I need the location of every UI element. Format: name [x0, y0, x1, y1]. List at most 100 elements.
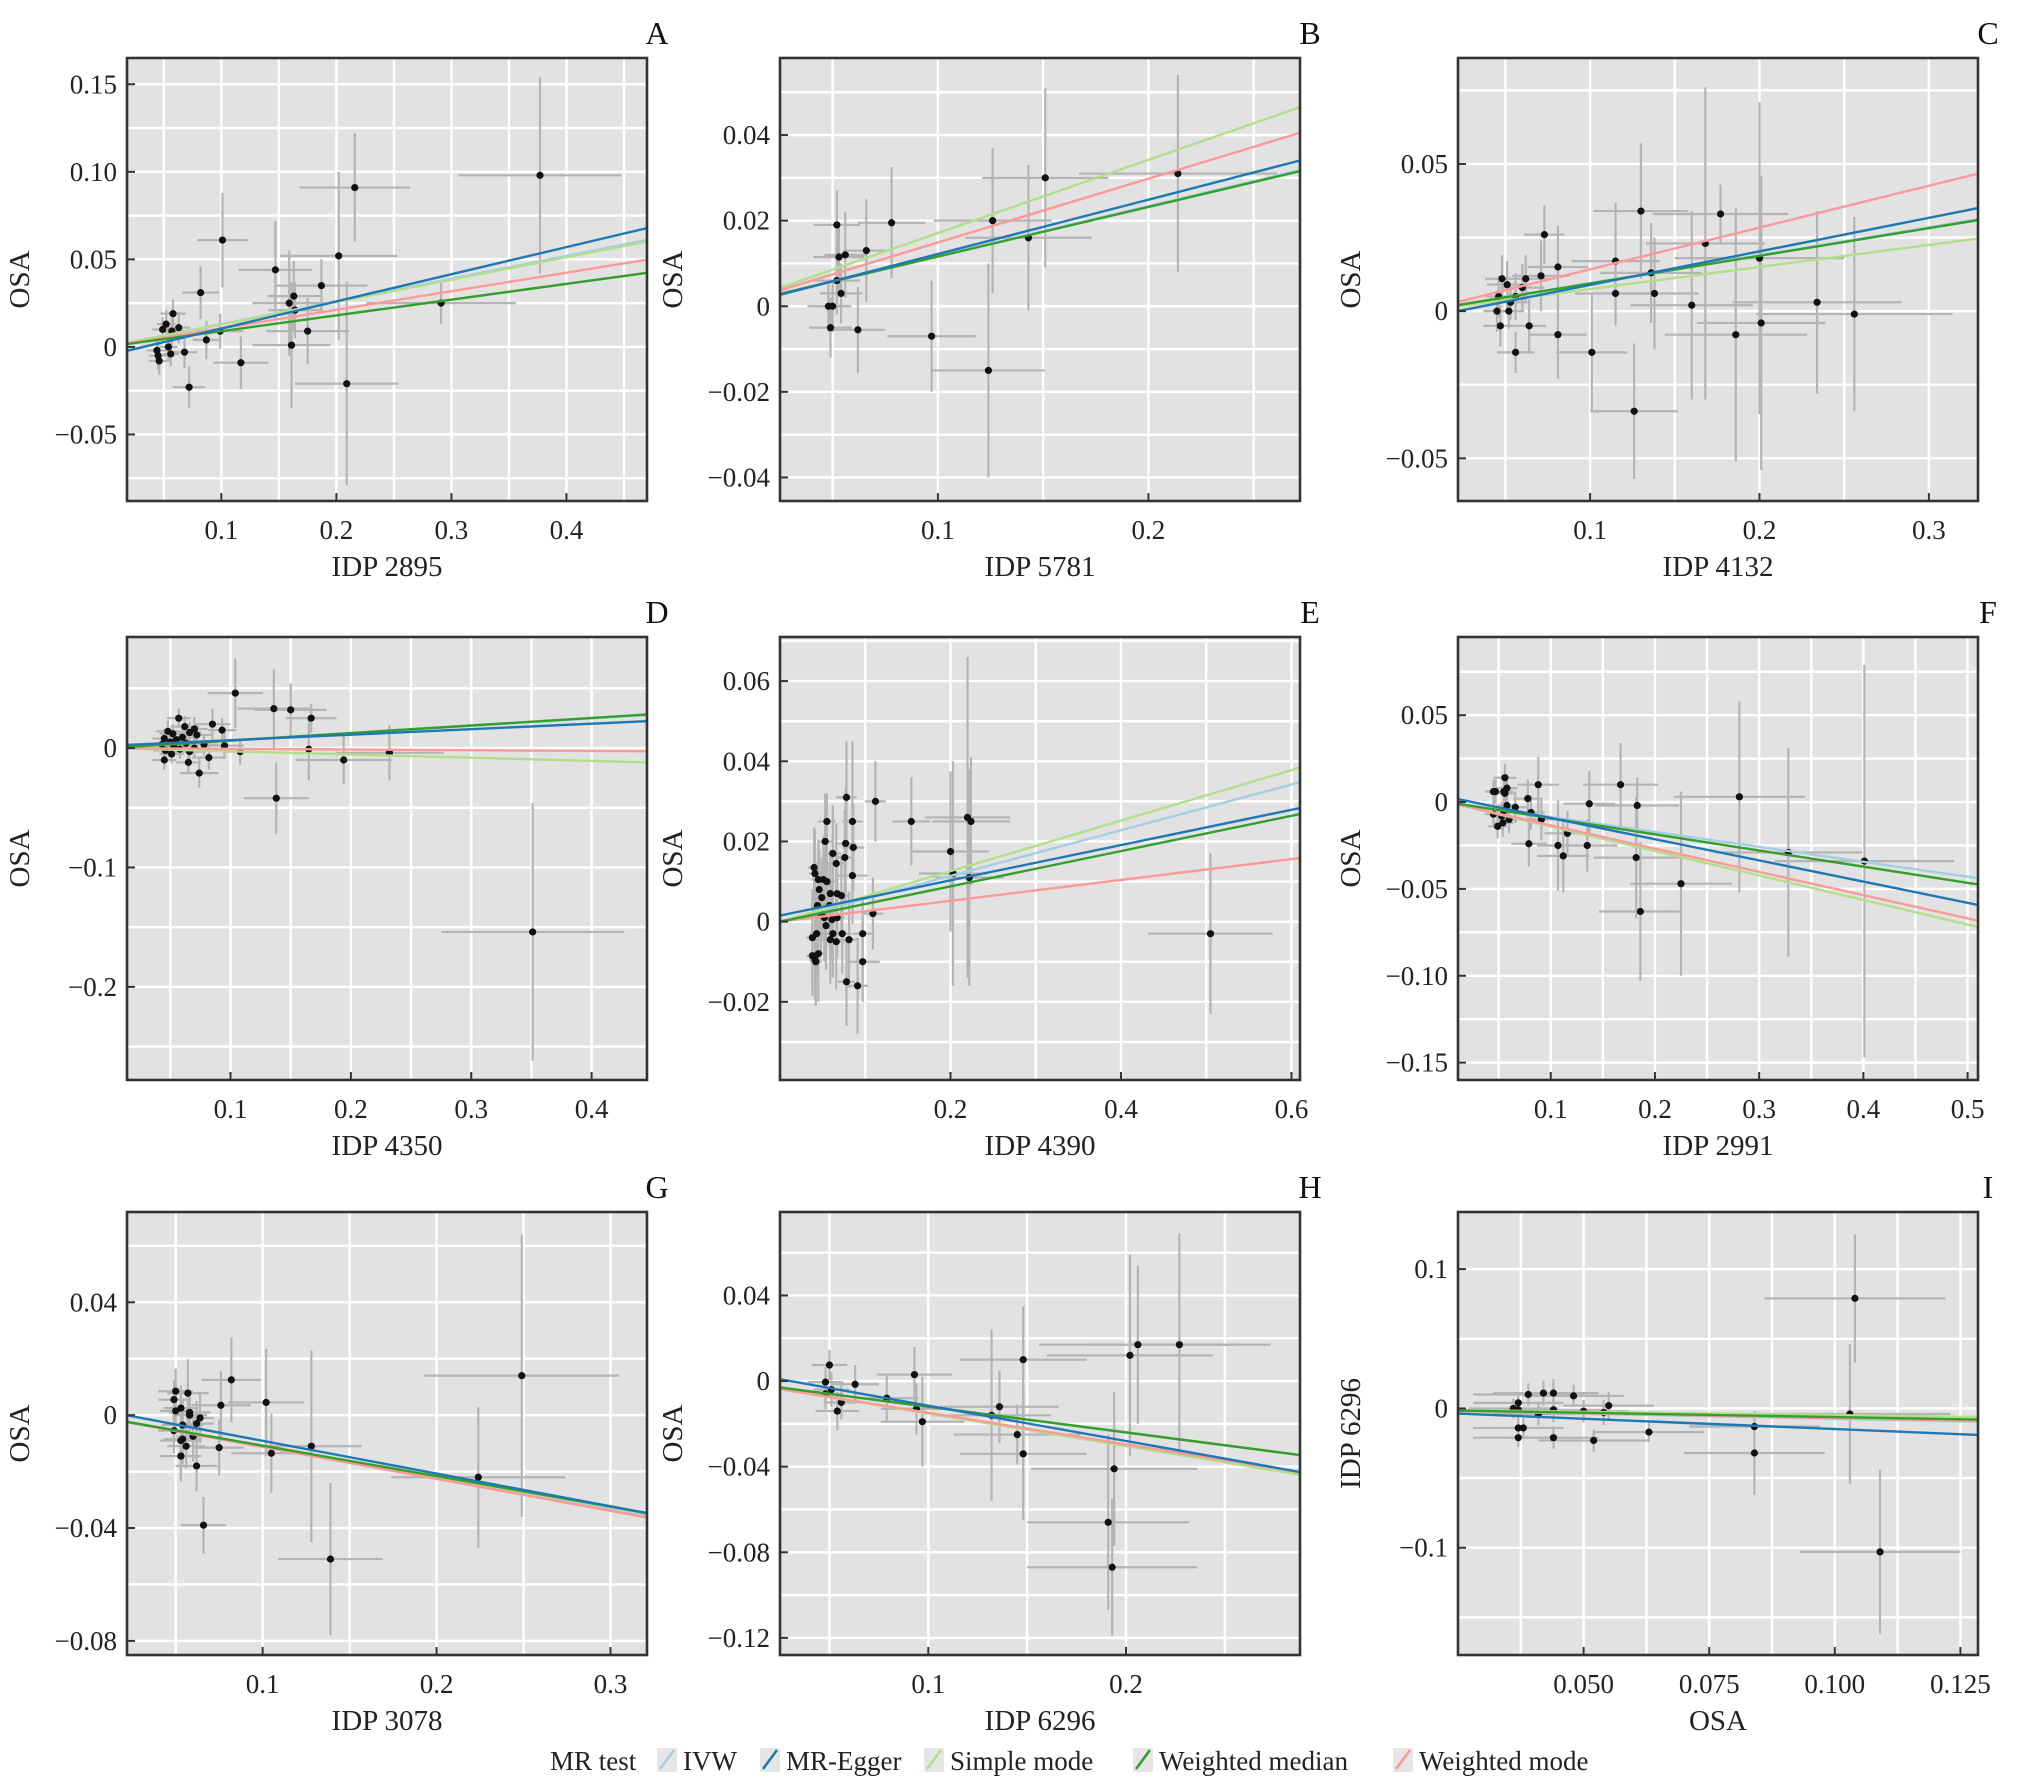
data-point	[851, 1380, 859, 1388]
data-point	[180, 348, 189, 356]
legend-item-wmedian: Weighted median	[1133, 1746, 1349, 1776]
x-tick-label: 0.2	[420, 1669, 454, 1699]
data-point	[853, 982, 862, 990]
data-point	[217, 1401, 225, 1409]
y-tick-label: −0.08	[55, 1626, 117, 1656]
data-point	[167, 350, 175, 358]
data-points	[146, 77, 622, 486]
data-point	[832, 859, 840, 868]
data-point	[1534, 781, 1542, 789]
y-axis-title: OSA	[4, 250, 36, 308]
data-point	[1716, 210, 1725, 218]
y-tick-label: 0.05	[70, 244, 117, 274]
grid	[127, 58, 647, 501]
data-point	[823, 817, 831, 826]
line-wmode	[780, 131, 1300, 292]
grid	[780, 637, 1300, 1080]
line-simple	[127, 240, 647, 345]
data-point	[317, 282, 326, 290]
data-point	[172, 1387, 180, 1395]
data-point	[1569, 1392, 1578, 1400]
data-point	[812, 958, 820, 966]
data-point	[854, 326, 862, 334]
data-point	[1514, 1399, 1522, 1407]
x-tick-label: 0.2	[320, 515, 354, 545]
y-tick-label: −0.05	[1386, 874, 1448, 904]
line-wmode	[780, 856, 1300, 923]
data-point	[1630, 407, 1638, 415]
plot-background	[127, 637, 647, 1080]
data-point	[343, 380, 351, 388]
data-point	[967, 817, 975, 826]
data-point	[910, 1371, 919, 1379]
plot-frame	[1456, 1210, 1980, 1657]
data-point	[833, 1407, 841, 1415]
data-point	[1611, 289, 1620, 298]
x-axis-title: IDP 2991	[1663, 1130, 1774, 1162]
y-axis-title: OSA	[657, 829, 689, 887]
data-point	[1041, 174, 1049, 182]
data-point	[1850, 310, 1858, 318]
mr-lines	[780, 1378, 1300, 1476]
data-point	[1206, 930, 1215, 938]
data-point	[1505, 307, 1513, 315]
x-tick-label: 0.1	[1534, 1094, 1568, 1124]
data-point	[826, 324, 835, 332]
data-point	[1549, 1389, 1558, 1397]
y-tick-label: 0.05	[1401, 149, 1448, 179]
data-point	[1126, 1351, 1134, 1359]
mr-lines	[1458, 797, 1978, 929]
line-wmode	[1458, 172, 1978, 304]
legend-item-egger: MR-Egger	[760, 1746, 901, 1776]
data-point	[833, 221, 841, 229]
data-point	[193, 731, 201, 739]
plot-frame	[778, 1210, 1302, 1657]
line-egger	[1458, 797, 1978, 907]
data-point	[1750, 1449, 1759, 1457]
data-point	[1019, 1450, 1027, 1458]
line-egger	[1458, 1412, 1978, 1437]
data-point	[1498, 275, 1506, 283]
data-point	[818, 893, 826, 902]
data-point	[1501, 789, 1509, 797]
data-point	[1525, 322, 1533, 330]
y-axis-title: OSA	[4, 829, 36, 887]
data-point	[842, 793, 851, 801]
data-point	[192, 1420, 201, 1428]
data-point	[984, 366, 993, 375]
data-point	[218, 726, 226, 734]
data-point	[849, 843, 857, 852]
data-point	[810, 863, 818, 872]
data-point	[1549, 1434, 1558, 1442]
data-point	[196, 1414, 204, 1422]
data-point	[823, 877, 831, 886]
data-point	[995, 1403, 1004, 1411]
data-point	[290, 292, 298, 300]
data-point	[518, 1372, 526, 1380]
x-tick-label: 0.4	[550, 515, 584, 545]
legend-swatch-simple	[925, 1749, 943, 1770]
plot-frame	[125, 56, 649, 503]
panel-a: 0.1 0.2 0.3 0.4 −0.05 0 0.05 0.10 0.15 IDP 2895 OS…	[4, 15, 669, 583]
data-point	[1519, 1424, 1527, 1432]
mr-lines	[1458, 172, 1978, 313]
legend-label: MR-Egger	[786, 1746, 901, 1776]
data-point	[1688, 301, 1696, 309]
data-point	[307, 1442, 315, 1450]
panel-f: 0.1 0.2 0.3 0.4 0.5 −0.15 −0.10 −0.05 0 0.05 IDP 2…	[1335, 594, 1997, 1162]
data-point	[1650, 289, 1659, 298]
x-tick-label: 0.4	[1104, 1094, 1138, 1124]
data-point	[1525, 840, 1533, 848]
y-axis-title: IDP 6296	[1335, 1378, 1367, 1489]
data-point	[1876, 1548, 1884, 1556]
x-axis-title: IDP 4132	[1663, 551, 1774, 583]
grid	[1458, 1212, 1978, 1655]
plot-background	[1458, 1212, 1978, 1655]
panel-i: 0.050 0.075 0.100 0.125 −0.1 0 0.1 OSA IDP 6296 I	[1335, 1169, 1993, 1737]
y-tick-label: −0.10	[1386, 961, 1448, 991]
data-point	[170, 1396, 178, 1404]
data-point	[1493, 307, 1501, 315]
y-axis-title: OSA	[657, 1404, 689, 1462]
data-point	[208, 720, 217, 728]
data-point	[832, 938, 840, 946]
